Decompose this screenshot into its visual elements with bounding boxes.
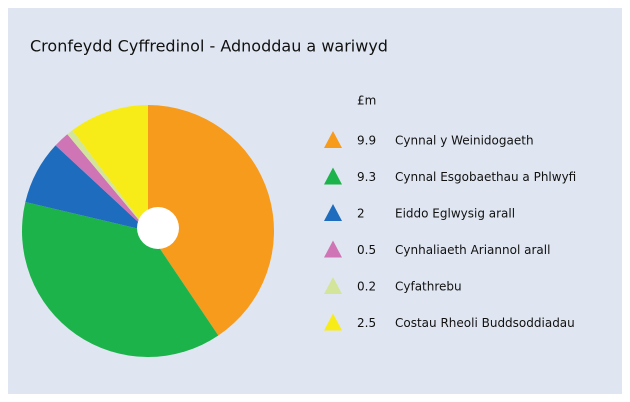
legend-marker — [324, 204, 342, 221]
legend-label: Cynhaliaeth Ariannol arall — [395, 243, 550, 257]
legend-marker — [324, 240, 342, 258]
pie-slice — [55, 134, 149, 231]
pie-slice — [67, 130, 148, 231]
legend-marker — [324, 167, 342, 185]
pie-slice — [148, 105, 275, 336]
pie-slice — [25, 145, 148, 231]
legend-value: 2 — [357, 207, 365, 221]
legend-title: £m — [357, 94, 376, 108]
pie-slice — [72, 105, 148, 231]
legend-value: 0.5 — [357, 243, 376, 257]
legend-marker — [324, 277, 342, 294]
pie-slice — [21, 202, 219, 358]
legend-value: 9.9 — [357, 134, 376, 148]
legend-value: 2.5 — [357, 316, 376, 330]
legend-marker — [324, 313, 342, 331]
chart-title: Cronfeydd Cyffredinol - Adnoddau a wariw… — [30, 37, 388, 56]
legend-label: Cynnal Esgobaethau a Phlwyfi — [395, 170, 576, 184]
legend-marker — [324, 131, 342, 148]
pie-hole — [137, 207, 179, 249]
legend-value: 9.3 — [357, 170, 376, 184]
legend-label: Cynnal y Weinidogaeth — [395, 134, 534, 148]
legend-value: 0.2 — [357, 280, 376, 294]
legend-label: Cyfathrebu — [395, 280, 462, 294]
legend-label: Costau Rheoli Buddsoddiadau — [395, 316, 575, 330]
legend-label: Eiddo Eglwysig arall — [395, 207, 515, 221]
